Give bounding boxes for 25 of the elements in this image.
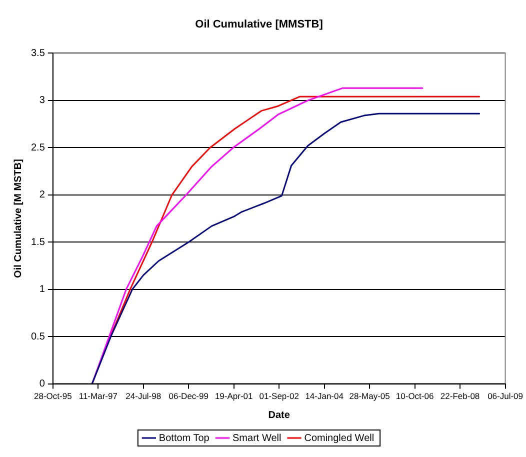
legend-label: Smart Well [232,432,282,444]
y-tick-label: 3.5 [30,48,46,59]
y-tick-label: 3 [39,95,46,106]
legend-label: Bottom Top [158,432,210,444]
y-tick-label: 2 [39,190,46,201]
x-tick-label: 14-Jan-04 [305,391,344,402]
y-tick-label: 2.5 [30,142,46,154]
y-tick-label: 1 [39,284,46,296]
x-tick-label: 28-Oct-95 [34,391,72,402]
legend-label: Comingled Well [304,432,374,444]
x-tick-label: 06-Dec-99 [168,391,209,402]
x-tick-label: 11-Mar-97 [78,391,118,402]
y-tick-label: 1.5 [30,236,46,248]
y-axis-title: Oil Cumulative [M MSTB] [12,159,24,278]
x-tick-label: 24-Jul-98 [126,391,162,402]
y-tick-label: 0 [39,378,46,390]
x-tick-label: 06-Jul-09 [488,391,524,402]
x-tick-label: 01-Sep-02 [259,391,300,402]
x-tick-label: 22-Feb-08 [440,391,480,402]
x-tick-label: 19-Apr-01 [214,391,254,402]
chart-title: Oil Cumulative [MMSTB] [195,18,324,31]
x-tick-label: 10-Oct-06 [396,391,434,402]
x-tick-label: 28-May-05 [349,391,390,402]
y-tick-label: 0.5 [30,331,46,342]
x-axis-title: Date [268,410,290,421]
